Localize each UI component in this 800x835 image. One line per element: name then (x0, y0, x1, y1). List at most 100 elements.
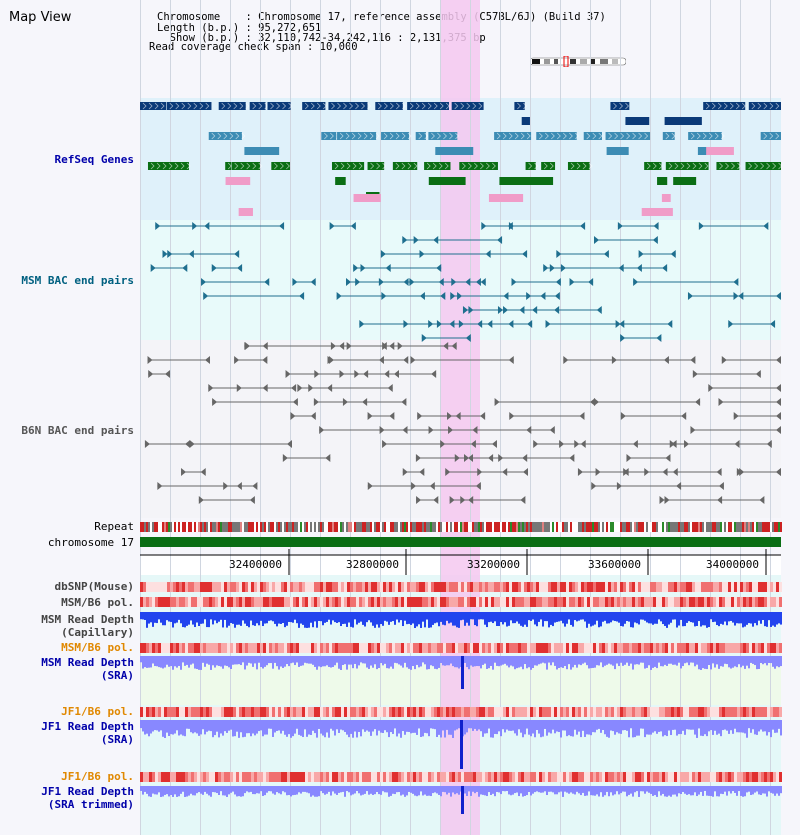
polymorphism-cell (683, 772, 686, 782)
read-depth-bar (516, 612, 518, 622)
polymorphism-cell (155, 772, 158, 782)
read-depth-bar (190, 612, 192, 621)
polymorphism-cell (584, 772, 587, 782)
read-depth-bar (722, 656, 724, 667)
polymorphism-cell (590, 582, 593, 592)
read-depth-bar (682, 720, 684, 731)
read-depth-bar (620, 786, 622, 794)
polymorphism-cell (464, 582, 467, 592)
read-depth-bar (732, 612, 734, 623)
read-depth-bar (376, 612, 378, 625)
polymorphism-cell (764, 772, 767, 782)
read-depth-bar (272, 656, 274, 669)
bac-end-marker (237, 264, 243, 272)
polymorphism-cell (539, 582, 542, 592)
polymorphism-cell (527, 707, 530, 717)
polymorphism-cell (374, 643, 377, 653)
read-depth-bar (184, 786, 186, 797)
read-depth-bar (354, 656, 356, 664)
polymorphism-cell (458, 772, 461, 782)
repeat-feature (204, 522, 206, 532)
read-depth-bar (752, 612, 754, 627)
bac-end-marker (560, 264, 566, 272)
bac-end-marker (182, 264, 188, 272)
repeat-feature (272, 522, 274, 532)
polymorphism-cell (380, 643, 383, 653)
polymorphism-cell (335, 643, 338, 653)
bac-end-marker (543, 264, 549, 272)
polymorphism-cell (560, 643, 563, 653)
polymorphism-cell (638, 582, 641, 592)
read-depth-bar (190, 720, 192, 733)
read-depth-bar (330, 656, 332, 668)
read-depth-bar (374, 786, 376, 795)
read-depth-bar (658, 786, 660, 792)
bac-end-marker (310, 412, 316, 420)
read-depth-bar (360, 612, 362, 622)
polymorphism-cell (617, 707, 620, 717)
read-depth-bar (370, 656, 372, 666)
bac-end-marker (569, 278, 575, 286)
read-depth-bar (422, 720, 424, 737)
polymorphism-cell (752, 707, 755, 717)
read-depth-bar (644, 612, 646, 621)
gene-arrow (550, 132, 555, 140)
read-depth-bar (204, 656, 206, 667)
polymorphism-cell (158, 597, 161, 607)
read-depth-bar (414, 720, 416, 733)
read-depth-bar (146, 656, 148, 668)
polymorphism-cell (749, 772, 752, 782)
polymorphism-cell (392, 707, 395, 717)
read-depth-bar (198, 720, 200, 736)
read-depth-bar (346, 612, 348, 627)
read-depth-bar (370, 612, 372, 623)
polymorphism-cell (230, 643, 233, 653)
polymorphism-cell (734, 643, 737, 653)
gene-arrow (620, 132, 625, 140)
repeat-feature (662, 522, 664, 532)
bac-end-marker (421, 334, 427, 342)
read-depth-bar (446, 656, 448, 666)
bac-end-marker (262, 342, 268, 350)
read-depth-bar (474, 612, 476, 626)
polymorphism-cell (206, 597, 209, 607)
polymorphism-cell (290, 597, 293, 607)
repeat-feature (490, 522, 492, 532)
read-depth-bar (154, 786, 156, 795)
bac-end-marker (593, 398, 599, 406)
read-depth-bar (662, 656, 664, 667)
polymorphism-cell (293, 582, 296, 592)
polymorphism-cell (308, 643, 311, 653)
repeat-feature (434, 522, 436, 532)
repeat-feature (728, 522, 730, 532)
polymorphism-cell (359, 707, 362, 717)
read-depth-bar (234, 720, 236, 737)
read-depth-bar (272, 786, 274, 794)
read-depth-bar (364, 612, 366, 627)
bac-end-marker (297, 384, 303, 392)
polymorphism-cell (449, 582, 452, 592)
read-depth-bar (496, 786, 498, 792)
polymorphism-cell (191, 772, 194, 782)
polymorphism-cell (491, 597, 494, 607)
gene-arrow (443, 132, 447, 140)
read-depth-bar (742, 612, 744, 628)
repeat-feature (208, 522, 210, 532)
read-depth-bar (758, 720, 760, 732)
read-depth-bar (324, 612, 326, 623)
read-depth-bar (636, 786, 638, 792)
read-depth-bar (646, 656, 648, 668)
read-depth-bar (422, 656, 424, 663)
gene-arrow (454, 102, 459, 110)
read-depth-bar (478, 612, 480, 620)
read-depth-bar (242, 656, 244, 663)
polymorphism-cell (701, 772, 704, 782)
read-depth-bar (382, 612, 384, 626)
read-depth-bar (532, 786, 534, 794)
polymorphism-cell (764, 597, 767, 607)
polymorphism-cell (539, 707, 542, 717)
polymorphism-cell (215, 707, 218, 717)
read-depth-spike (461, 656, 464, 689)
read-depth-bar (220, 720, 222, 734)
